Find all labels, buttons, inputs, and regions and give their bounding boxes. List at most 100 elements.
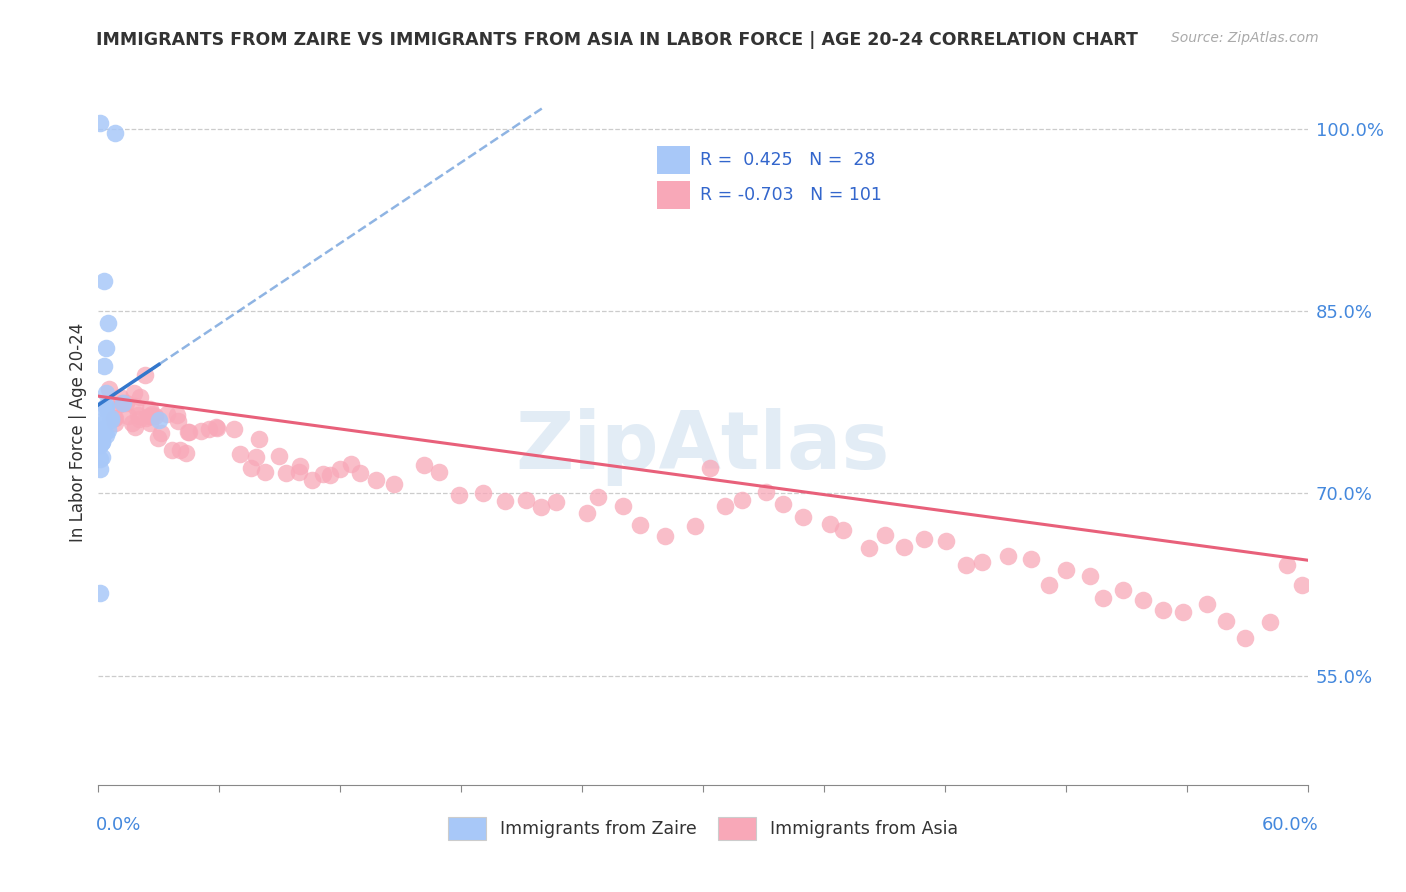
Point <box>628 517 651 532</box>
Point <box>96 400 118 414</box>
Point <box>472 485 495 500</box>
Point <box>104 416 127 430</box>
Point <box>122 385 145 400</box>
Point <box>117 409 139 423</box>
Point <box>148 431 170 445</box>
Point <box>792 510 814 524</box>
Point <box>93 401 115 416</box>
Text: IMMIGRANTS FROM ZAIRE VS IMMIGRANTS FROM ASIA IN LABOR FORCE | AGE 20-24 CORRELA: IMMIGRANTS FROM ZAIRE VS IMMIGRANTS FROM… <box>96 31 1137 49</box>
FancyBboxPatch shape <box>657 180 690 209</box>
Point <box>91 450 114 464</box>
FancyBboxPatch shape <box>657 146 690 174</box>
Point <box>138 409 160 423</box>
Point <box>515 492 537 507</box>
Point <box>124 399 146 413</box>
Point <box>970 555 993 569</box>
Point <box>156 407 179 421</box>
Point <box>699 461 721 475</box>
Point <box>1054 563 1077 577</box>
Point <box>93 416 115 430</box>
Point <box>121 416 143 430</box>
Text: ZipAtlas: ZipAtlas <box>516 408 890 486</box>
Point <box>114 396 136 410</box>
Point <box>91 435 114 450</box>
Point <box>288 458 311 473</box>
Point <box>1291 578 1313 592</box>
Legend: Immigrants from Zaire, Immigrants from Asia: Immigrants from Zaire, Immigrants from A… <box>441 811 965 847</box>
Point <box>364 473 387 487</box>
Point <box>111 396 134 410</box>
Point <box>166 409 188 423</box>
Point <box>160 442 183 457</box>
Point <box>413 458 436 472</box>
Point <box>875 527 897 541</box>
Point <box>1152 603 1174 617</box>
Point <box>174 445 197 459</box>
Point <box>141 409 163 423</box>
Point <box>1195 598 1218 612</box>
Point <box>575 506 598 520</box>
Point <box>91 435 114 450</box>
Point <box>127 408 149 422</box>
Point <box>205 421 228 435</box>
Point <box>654 529 676 543</box>
Point <box>274 467 297 481</box>
Point <box>546 494 568 508</box>
Point <box>912 532 935 546</box>
Point <box>1215 614 1237 628</box>
Point <box>222 422 245 436</box>
Text: R =  0.425   N =  28: R = 0.425 N = 28 <box>700 151 876 169</box>
Point <box>110 397 132 411</box>
Point <box>177 425 200 439</box>
Point <box>818 516 841 531</box>
Point <box>89 433 111 447</box>
Point <box>128 390 150 404</box>
Point <box>89 438 111 452</box>
Point <box>1173 605 1195 619</box>
Point <box>312 467 335 482</box>
Point <box>447 488 470 502</box>
Point <box>97 423 120 437</box>
Point <box>1078 569 1101 583</box>
Point <box>1132 593 1154 607</box>
Point <box>204 420 226 434</box>
Point <box>93 425 115 440</box>
Text: R = -0.703   N = 101: R = -0.703 N = 101 <box>700 186 882 203</box>
Point <box>254 465 277 479</box>
Point <box>97 316 120 330</box>
Point <box>177 425 200 439</box>
Text: Source: ZipAtlas.com: Source: ZipAtlas.com <box>1171 31 1319 45</box>
Point <box>128 412 150 426</box>
Point <box>1112 582 1135 597</box>
Point <box>755 484 778 499</box>
Point <box>318 468 340 483</box>
Point <box>1275 558 1298 573</box>
Point <box>1021 552 1043 566</box>
Point <box>772 497 794 511</box>
Point <box>103 411 125 425</box>
Point <box>96 385 118 400</box>
Point <box>91 423 114 437</box>
Point <box>714 500 737 514</box>
Point <box>997 549 1019 564</box>
Point <box>103 126 125 140</box>
Point <box>339 457 361 471</box>
Point <box>245 450 267 464</box>
Point <box>612 499 634 513</box>
Point <box>831 523 853 537</box>
Point <box>198 422 221 436</box>
Y-axis label: In Labor Force | Age 20-24: In Labor Force | Age 20-24 <box>69 323 87 542</box>
Point <box>1258 615 1281 630</box>
Point <box>169 443 191 458</box>
Point <box>1092 591 1115 605</box>
Point <box>229 447 252 461</box>
Point <box>96 341 118 355</box>
Point <box>148 413 170 427</box>
Point <box>89 452 111 467</box>
Point <box>100 411 122 425</box>
Point <box>329 462 352 476</box>
Point <box>93 359 115 373</box>
Point <box>96 428 118 442</box>
Point <box>247 432 270 446</box>
Point <box>955 558 977 572</box>
